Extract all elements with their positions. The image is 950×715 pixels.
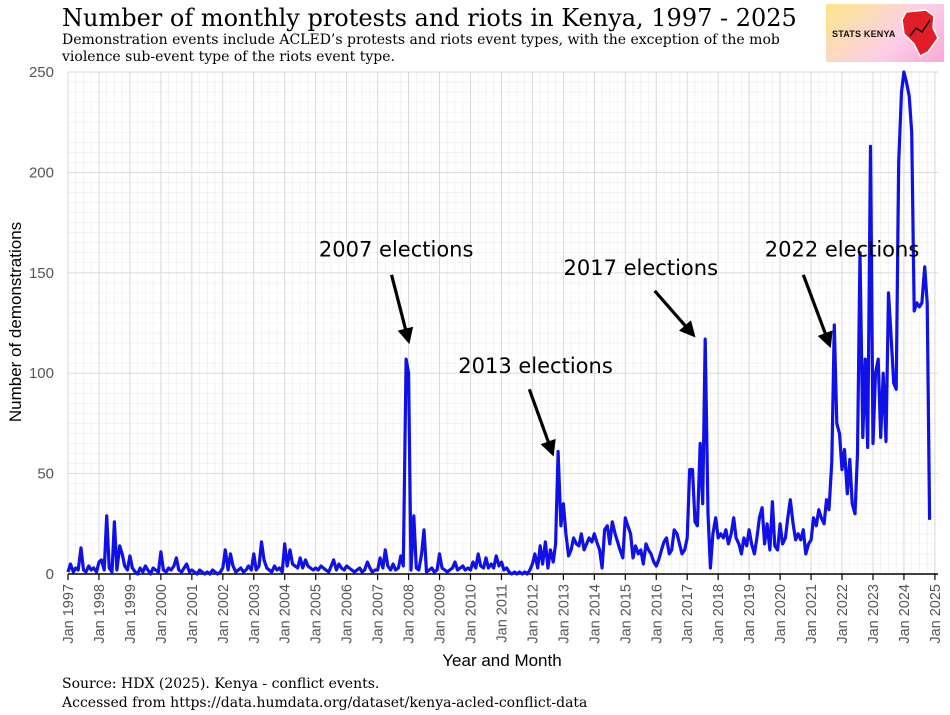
x-tick-label: Jan 2025 xyxy=(928,584,944,644)
x-tick-label: Jan 2020 xyxy=(773,584,789,644)
x-tick-label: Jan 1998 xyxy=(92,584,108,644)
x-tick-label: Jan 2023 xyxy=(866,584,882,644)
x-tick-label: Jan 2002 xyxy=(216,584,232,644)
logo-text: STATS KENYA xyxy=(832,29,896,39)
annotation-label: 2017 elections xyxy=(564,256,719,280)
x-tick-label: Jan 1999 xyxy=(123,584,139,644)
x-tick-label: Jan 2009 xyxy=(433,584,449,644)
x-axis: Jan 1997 Jan 1998 Jan 1999 Jan 2000 Jan 2001… xyxy=(61,573,944,644)
line-chart: 0 50 100 150 200 250 Jan 1997 Jan 1998 Jan 1999… xyxy=(6,64,944,670)
x-tick-label: Jan 2001 xyxy=(185,584,201,644)
kenya-map-icon xyxy=(901,9,939,58)
source-note: Source: HDX (2025). Kenya - conflict eve… xyxy=(62,675,587,713)
annotation-arrow xyxy=(653,289,696,338)
y-tick-label: 150 xyxy=(29,265,54,282)
x-tick-label: Jan 2018 xyxy=(711,584,727,644)
x-tick-label: Jan 2021 xyxy=(804,584,820,644)
x-tick-label: Jan 1997 xyxy=(61,584,77,644)
x-tick-label: Jan 2007 xyxy=(371,584,387,644)
x-axis-label: Year and Month xyxy=(442,651,561,670)
stats-kenya-logo: STATS KENYA xyxy=(826,4,944,62)
annotation-arrow xyxy=(389,274,414,345)
y-tick-label: 50 xyxy=(37,466,54,483)
x-tick-label: Jan 2011 xyxy=(494,584,510,643)
annotations: 2007 elections 2013 elections 2017 electio… xyxy=(319,238,920,457)
source-line-1: Source: HDX (2025). Kenya - conflict eve… xyxy=(62,676,380,692)
annotation-label: 2013 elections xyxy=(458,354,613,378)
x-tick-label: Jan 2003 xyxy=(247,584,263,644)
y-tick-label: 0 xyxy=(46,566,54,583)
x-tick-label: Jan 2000 xyxy=(154,584,170,644)
x-tick-label: Jan 2012 xyxy=(525,584,541,644)
x-tick-label: Jan 2005 xyxy=(309,584,325,644)
annotation-arrow xyxy=(801,274,833,349)
y-tick-label: 200 xyxy=(29,164,54,181)
minor-gridlines xyxy=(67,71,938,575)
x-tick-label: Jan 2013 xyxy=(556,584,572,644)
x-tick-label: Jan 2017 xyxy=(680,584,696,644)
x-tick-label: Jan 2010 xyxy=(463,584,479,644)
annotation-arrow xyxy=(527,388,556,457)
y-axis: 0 50 100 150 200 250 xyxy=(29,64,54,583)
x-tick-label: Jan 2004 xyxy=(278,584,294,644)
y-tick-label: 250 xyxy=(29,64,54,81)
x-tick-label: Jan 2014 xyxy=(587,584,603,644)
x-tick-label: Jan 2008 xyxy=(402,584,418,644)
x-tick-label: Jan 2022 xyxy=(835,584,851,644)
chart-title: Number of monthly protests and riots in … xyxy=(62,4,797,32)
annotation-label: 2007 elections xyxy=(319,238,474,262)
x-tick-label: Jan 2019 xyxy=(742,584,758,644)
series-line-demonstrations xyxy=(66,70,932,576)
y-tick-label: 100 xyxy=(29,365,54,382)
source-line-2: Accessed from https://data.humdata.org/d… xyxy=(62,695,588,711)
x-tick-label: Jan 2006 xyxy=(340,584,356,644)
x-tick-label: Jan 2024 xyxy=(897,584,913,644)
chart-subtitle: Demonstration events include ACLED’s pro… xyxy=(62,32,780,65)
x-tick-label: Jan 2015 xyxy=(618,584,634,644)
x-tick-label: Jan 2016 xyxy=(649,584,665,644)
y-axis-label: Number of demonstrations xyxy=(6,222,25,422)
annotation-label: 2022 elections xyxy=(765,238,920,262)
